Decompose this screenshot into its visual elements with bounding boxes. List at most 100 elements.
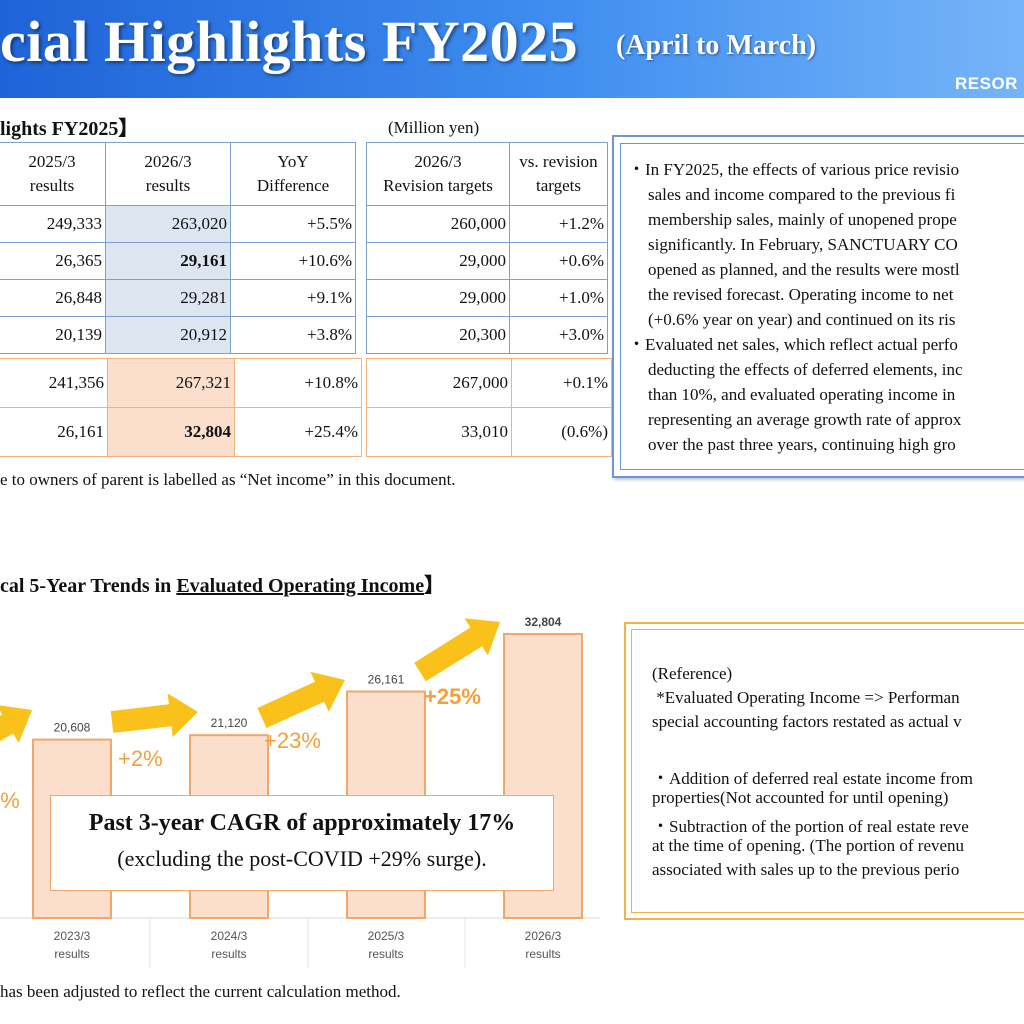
reference-inner-border bbox=[631, 629, 1024, 913]
reference-line: at the time of opening. (The portion of … bbox=[652, 836, 965, 855]
table-cell: 20,139 bbox=[0, 316, 106, 354]
growth-arrow-icon bbox=[110, 693, 198, 738]
table-cell: +3.8% bbox=[230, 316, 356, 354]
table-cell: 29,161 bbox=[105, 242, 231, 280]
reference-line: associated with sales up to the previous… bbox=[652, 860, 960, 879]
revision-targets-table: 2026/3 Revision targets vs. revision targe… bbox=[366, 142, 608, 354]
table-cell: 29,281 bbox=[105, 279, 231, 317]
table-row: 33,010 (0.6%) bbox=[366, 407, 612, 457]
header-cell: YoY Difference bbox=[230, 142, 356, 206]
commentary-line: deducting the effects of deferred elemen… bbox=[648, 360, 963, 379]
chart-arrows bbox=[0, 618, 500, 743]
chart-axis-label: results bbox=[368, 947, 403, 961]
page-subtitle: (April to March) bbox=[616, 30, 817, 61]
table-cell: +3.0% bbox=[509, 316, 608, 354]
header-cell: 2026/3 results bbox=[105, 142, 231, 206]
table-row: 260,000 +1.2% bbox=[366, 205, 608, 243]
chart-value-label: 20,608 bbox=[54, 721, 91, 735]
commentary-line: ・Evaluated net sales, which reflect actu… bbox=[628, 335, 958, 354]
section-title-underlined: Evaluated Operating Income bbox=[176, 575, 425, 597]
table-cell: 26,848 bbox=[0, 279, 106, 317]
cagr-annotation-box: Past 3-year CAGR of approximately 17% (e… bbox=[50, 795, 554, 891]
growth-arrow-icon bbox=[257, 671, 345, 728]
brand-label: RESOR bbox=[955, 74, 1018, 93]
table-cell: +10.8% bbox=[234, 358, 362, 408]
commentary-box: ・In FY2025, the effects of various price… bbox=[612, 135, 1024, 478]
commentary-bullet-2: ・Evaluated net sales, which reflect actu… bbox=[628, 332, 1024, 457]
commentary-line: sales and income compared to the previou… bbox=[648, 185, 956, 204]
chart-axis-label: results bbox=[211, 947, 246, 961]
growth-percent-label: 9% bbox=[0, 788, 20, 813]
section-title-suffix: 】 bbox=[424, 575, 445, 597]
table-cell: 20,912 bbox=[105, 316, 231, 354]
chart-axis-label: 2025/3 bbox=[368, 929, 405, 943]
table-row: 26,365 29,161 +10.6% bbox=[0, 242, 356, 280]
table-cell: 29,000 bbox=[366, 242, 510, 280]
table-row: 26,848 29,281 +9.1% bbox=[0, 279, 356, 317]
commentary-line: significantly. In February, SANCTUARY CO bbox=[648, 235, 958, 254]
chart-value-label: 21,120 bbox=[211, 716, 248, 730]
table-row: 29,000 +1.0% bbox=[366, 279, 608, 317]
table-cell: 260,000 bbox=[366, 205, 510, 243]
reference-line: properties(Not accounted for until openi… bbox=[652, 788, 949, 807]
commentary-inner-border bbox=[620, 143, 1024, 470]
header-banner bbox=[0, 0, 1024, 98]
table-cell: 33,010 bbox=[366, 407, 512, 457]
chart-value-label: 32,804 bbox=[525, 615, 562, 629]
table-row: 26,161 32,804 +25.4% bbox=[0, 407, 362, 457]
evaluated-targets-table: 267,000 +0.1% 33,010 (0.6%) bbox=[366, 358, 612, 457]
page-title: cial Highlights FY2025 bbox=[0, 9, 579, 74]
section-title-trends: cal 5-Year Trends in Evaluated Operating… bbox=[0, 569, 444, 598]
commentary-line: membership sales, mainly of unopened pro… bbox=[648, 210, 957, 229]
table-cell: 20,300 bbox=[366, 316, 510, 354]
unit-label: (Million yen) bbox=[388, 118, 480, 137]
growth-arrow-icon bbox=[414, 618, 500, 682]
growth-arrow-icon bbox=[0, 705, 32, 743]
commentary-line: than 10%, and evaluated operating income… bbox=[648, 385, 956, 404]
table-cell: +0.6% bbox=[509, 242, 608, 280]
evaluated-results-table: 241,356 267,321 +10.8% 26,161 32,804 +25… bbox=[0, 358, 362, 457]
header-cell: vs. revision targets bbox=[509, 142, 608, 206]
section-title-prefix: cal 5-Year Trends in bbox=[0, 575, 177, 597]
table-cell: 32,804 bbox=[107, 407, 235, 457]
commentary-line: opened as planned, and the results were … bbox=[648, 260, 960, 279]
table-cell: 241,356 bbox=[0, 358, 108, 408]
growth-percent-label: +2% bbox=[118, 746, 163, 771]
chart-axis-label: 2026/3 bbox=[525, 929, 562, 943]
evaluated-operating-income-chart: 20,608 2023/3 results 21,120 2024/3 results 26… bbox=[0, 615, 600, 968]
table-cell: +10.6% bbox=[230, 242, 356, 280]
reference-line: special accounting factors restated as a… bbox=[652, 712, 962, 731]
chart-axis-label: results bbox=[525, 947, 560, 961]
table-cell: 26,365 bbox=[0, 242, 106, 280]
table-header-row: 2025/3 results 2026/3 results YoY Differenc… bbox=[0, 142, 356, 206]
commentary-line: (+0.6% year on year) and continued on it… bbox=[648, 310, 956, 329]
table-cell: 249,333 bbox=[0, 205, 106, 243]
commentary-bullet-1: ・In FY2025, the effects of various price… bbox=[628, 157, 1024, 332]
reference-line: ・Subtraction of the portion of real esta… bbox=[652, 817, 969, 836]
commentary-line: over the past three years, continuing hi… bbox=[648, 435, 956, 454]
reference-line: *Evaluated Operating Income => Performan bbox=[652, 688, 960, 707]
table-cell: (0.6%) bbox=[511, 407, 612, 457]
chart-labels: 20,608 2023/3 results 21,120 2024/3 results 26… bbox=[0, 615, 562, 961]
growth-percent-label: +23% bbox=[264, 728, 321, 753]
reference-line: (Reference) bbox=[652, 664, 733, 683]
table-cell: +5.5% bbox=[230, 205, 356, 243]
chart-axis-label: 2023/3 bbox=[54, 929, 91, 943]
commentary-line: the revised forecast. Operating income t… bbox=[648, 285, 954, 304]
chart-gridlines bbox=[0, 917, 600, 968]
cagr-annotation-note: (excluding the post-COVID +29% surge). bbox=[117, 846, 487, 871]
cagr-annotation-title: Past 3-year CAGR of approximately 17% bbox=[88, 810, 516, 836]
table-cell: 29,000 bbox=[366, 279, 510, 317]
growth-percent-label: +25% bbox=[424, 684, 481, 709]
table-cell: +1.0% bbox=[509, 279, 608, 317]
table-row: 267,000 +0.1% bbox=[366, 358, 612, 408]
table-cell: 267,000 bbox=[366, 358, 512, 408]
table-cell: +0.1% bbox=[511, 358, 612, 408]
commentary-line: representing an average growth rate of a… bbox=[648, 410, 962, 429]
table-cell: +25.4% bbox=[234, 407, 362, 457]
results-table: 2025/3 results 2026/3 results YoY Differenc… bbox=[0, 142, 356, 354]
table-cell: 267,321 bbox=[107, 358, 235, 408]
table-footnote: e to owners of parent is labelled as “Ne… bbox=[0, 470, 456, 489]
chart-value-label: 26,161 bbox=[368, 673, 405, 687]
reference-line: ・Addition of deferred real estate income… bbox=[652, 769, 973, 788]
